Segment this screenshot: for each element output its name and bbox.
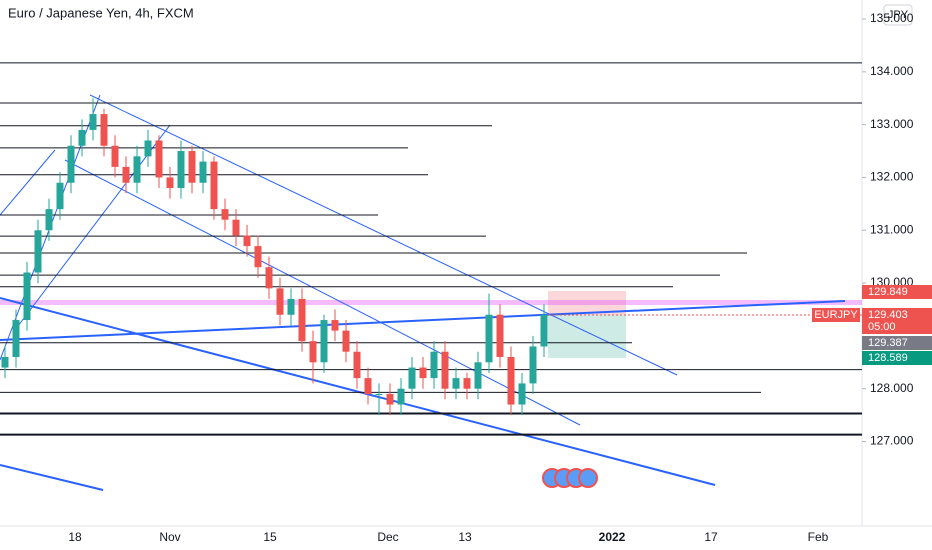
candle-body bbox=[507, 357, 515, 405]
candle-body bbox=[397, 388, 405, 405]
candle-body bbox=[364, 378, 372, 394]
symbol-tag bbox=[812, 308, 860, 322]
candle-body bbox=[408, 367, 416, 389]
candle-body bbox=[133, 156, 141, 183]
candle-body bbox=[188, 151, 196, 183]
chart-title: Euro / Japanese Yen, 4h, FXCM bbox=[8, 5, 194, 20]
candle-body bbox=[386, 393, 394, 405]
candle-body bbox=[89, 114, 97, 130]
price-tag-label: 128.589 bbox=[868, 352, 908, 364]
candle-body bbox=[221, 209, 229, 220]
candle-body bbox=[430, 351, 438, 379]
candle-body bbox=[177, 151, 185, 189]
candle-body bbox=[122, 166, 130, 183]
candle-body bbox=[320, 320, 328, 363]
y-tick-label: 128.000 bbox=[870, 381, 914, 395]
candle-body bbox=[243, 235, 251, 247]
candle-body bbox=[1, 357, 9, 368]
price-tag bbox=[862, 351, 932, 365]
y-tick-label: 133.000 bbox=[870, 117, 914, 131]
candle-body bbox=[56, 182, 64, 210]
price-tag bbox=[862, 336, 932, 350]
candle-body bbox=[540, 314, 548, 347]
candle-body bbox=[67, 145, 75, 183]
candle-body bbox=[529, 346, 537, 384]
x-tick-label: 18 bbox=[68, 530, 82, 544]
price-tag-label: 129.849 bbox=[868, 286, 908, 298]
trend-line bbox=[0, 149, 56, 216]
candle-body bbox=[111, 145, 119, 167]
candle-body bbox=[298, 298, 306, 342]
candle-body bbox=[287, 298, 295, 315]
y-tick-label: 135.000 bbox=[870, 11, 914, 25]
symbol-tag-label: EURJPY bbox=[814, 309, 858, 321]
candle-body bbox=[23, 272, 31, 321]
highlight-band bbox=[0, 300, 862, 305]
plot bbox=[0, 62, 862, 436]
price-tag-label: 129.387 bbox=[868, 337, 908, 349]
currency-button[interactable] bbox=[883, 4, 913, 26]
candle-body bbox=[276, 288, 284, 315]
candle-body bbox=[463, 378, 471, 389]
candle-body bbox=[265, 267, 273, 289]
candle-body bbox=[419, 367, 427, 379]
candle-body bbox=[199, 161, 207, 183]
candle-body bbox=[353, 351, 361, 379]
trend-line bbox=[0, 297, 716, 486]
candle-body bbox=[496, 314, 504, 358]
y-tick-label: 132.000 bbox=[870, 170, 914, 184]
x-tick-label: 2022 bbox=[599, 530, 626, 544]
candle-body bbox=[144, 140, 152, 157]
x-tick-label: 15 bbox=[263, 530, 277, 544]
candle-body bbox=[474, 362, 482, 389]
x-tick-label: Dec bbox=[377, 530, 398, 544]
candle-body bbox=[518, 383, 526, 405]
candle-body bbox=[12, 320, 20, 358]
trend-line bbox=[64, 159, 581, 426]
y-tick-label: 131.000 bbox=[870, 222, 914, 236]
candle-body bbox=[342, 330, 350, 352]
x-tick-label: 17 bbox=[704, 530, 718, 544]
candle-body bbox=[34, 230, 42, 273]
x-tick-label: Nov bbox=[159, 530, 180, 544]
candle-body bbox=[100, 114, 108, 146]
candle-body bbox=[452, 378, 460, 389]
x-tick-label: Feb bbox=[808, 530, 829, 544]
event-icon bbox=[578, 468, 598, 488]
candle-body bbox=[166, 177, 174, 189]
y-tick-label: 127.000 bbox=[870, 434, 914, 448]
trend-line bbox=[89, 94, 678, 376]
candle-body bbox=[375, 393, 383, 395]
y-tick-label: 134.000 bbox=[870, 64, 914, 78]
trend-line bbox=[0, 464, 104, 491]
candle-body bbox=[254, 246, 262, 268]
reward-zone bbox=[548, 315, 626, 358]
candle-body bbox=[210, 161, 218, 210]
candle-body bbox=[485, 314, 493, 363]
price-tag bbox=[862, 285, 932, 299]
countdown: 05:00 bbox=[868, 321, 896, 333]
event-icons bbox=[542, 468, 598, 488]
currency-button-label[interactable]: JPY bbox=[888, 9, 909, 21]
candle-body bbox=[78, 129, 86, 146]
candle-body bbox=[232, 219, 240, 236]
price-tag bbox=[862, 308, 932, 334]
candle-body bbox=[331, 320, 339, 331]
trend-line bbox=[0, 300, 846, 341]
candle-body bbox=[441, 351, 449, 389]
candle-body bbox=[309, 341, 317, 363]
candle-body bbox=[45, 209, 53, 231]
x-tick-label: 13 bbox=[458, 530, 472, 544]
trend-line bbox=[14, 124, 171, 331]
candle-body bbox=[155, 140, 163, 178]
price-tag-label: 129.403 bbox=[868, 309, 908, 321]
